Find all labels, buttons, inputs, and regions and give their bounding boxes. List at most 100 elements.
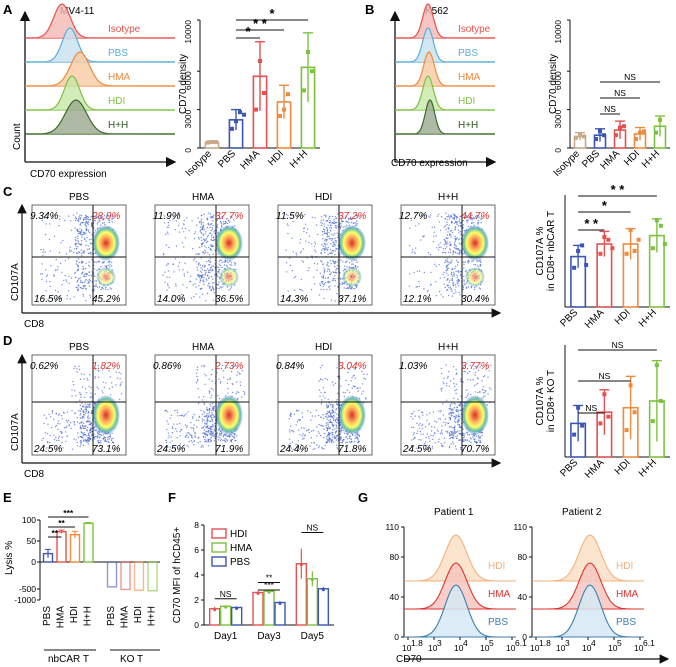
flow-dot [474, 263, 477, 266]
flow-dot [208, 411, 211, 413]
flow-dot [194, 436, 196, 438]
f-point [310, 578, 314, 582]
flow-dot [431, 445, 434, 448]
flow-dot [211, 403, 213, 405]
flow-dot [206, 421, 209, 423]
flow-dot [457, 239, 460, 241]
flow-dot [326, 265, 328, 267]
flow-dot [459, 250, 461, 252]
flow-dot [73, 438, 75, 440]
flow-dot [314, 415, 316, 417]
flow-dot [79, 439, 82, 442]
flow-dot [449, 233, 451, 235]
flow-dot [207, 445, 210, 447]
flow-dot [68, 290, 70, 292]
flow-dot [196, 426, 198, 428]
C_bar-point [636, 237, 641, 242]
flow-dot [454, 389, 456, 392]
flow-dot [61, 441, 63, 444]
flow-dot [335, 221, 338, 224]
flow-dot [205, 420, 207, 422]
flow-dot [85, 216, 88, 219]
flow-dot [473, 435, 476, 437]
flow-dot [323, 214, 326, 216]
flow-dot [453, 402, 455, 404]
flow-dot [335, 435, 338, 437]
flow-dot [97, 286, 99, 288]
D_bar-point [606, 414, 611, 419]
flow-dot [212, 282, 214, 284]
e-bar [56, 531, 67, 563]
flow-dot [443, 251, 445, 254]
flow-dot [86, 435, 88, 437]
flow-dot [79, 442, 82, 444]
flow-dot [229, 288, 232, 290]
flow-dot [79, 425, 82, 427]
flow-dot [448, 287, 450, 289]
flow-dot [462, 285, 464, 287]
flow-dot [351, 263, 353, 265]
flow-dot [300, 443, 302, 446]
flow-dot [351, 377, 353, 379]
flow-dot [198, 285, 200, 287]
flow-dot [179, 435, 181, 437]
flow-dot [220, 438, 222, 440]
flow-dot [416, 430, 419, 432]
flow-dot [353, 374, 355, 376]
g-xtick-base: 10 [506, 643, 516, 653]
flow-dot [79, 223, 82, 225]
flow-dot [322, 274, 324, 276]
flow-dot [439, 277, 441, 279]
flow-dot [190, 440, 192, 442]
flow-dot [193, 258, 196, 260]
flow-dot [449, 445, 451, 447]
flow-dot [354, 441, 356, 443]
flow-dot [182, 223, 185, 225]
hist-a-label-4: H+H [108, 120, 128, 131]
flow-dot [210, 414, 212, 417]
hist-a-peak-1 [25, 27, 176, 63]
flow-dot [453, 431, 455, 433]
flow-dot [335, 424, 337, 426]
flow-dot [292, 220, 294, 223]
flow-dot [73, 367, 75, 370]
flow-dot [469, 364, 471, 367]
flow-dot [75, 216, 77, 218]
g-xtick-base: 10 [530, 643, 540, 653]
flow-dot [83, 373, 86, 376]
flow-dot [85, 406, 87, 408]
flow-dot [202, 446, 204, 448]
flow-dot [356, 214, 358, 217]
flow-dot [333, 435, 336, 437]
flow-dot [343, 438, 345, 441]
flow-dot [83, 414, 85, 416]
flow-dot [342, 261, 344, 263]
D_bar-point [632, 410, 637, 415]
flow-dot [110, 288, 113, 290]
flow-dot [346, 441, 348, 443]
flow-dot [442, 248, 445, 250]
flow-dot [168, 224, 170, 226]
flow-dot [445, 242, 447, 245]
flow-dot [184, 237, 187, 239]
flow-dot [212, 299, 214, 302]
flow-dot [339, 433, 341, 435]
flow-dot [205, 426, 207, 428]
flow-dot [479, 390, 481, 393]
flow-dot [331, 431, 333, 434]
flow-dot [80, 215, 83, 217]
panel-letter-b: B [365, 2, 374, 17]
flow-dot [84, 214, 87, 216]
flow-dot [74, 272, 76, 275]
flow-dot [326, 263, 328, 266]
e-ytick-label: 100 [22, 515, 36, 525]
flow-dot [82, 265, 84, 268]
flow-dot [203, 238, 205, 240]
flow-dot [328, 235, 330, 237]
flow-dot [324, 444, 326, 447]
flow-dot [201, 365, 203, 367]
flow-dot [299, 434, 301, 436]
flow-dot [339, 223, 341, 225]
flow-dot [79, 399, 81, 401]
flow-dot [327, 281, 329, 283]
